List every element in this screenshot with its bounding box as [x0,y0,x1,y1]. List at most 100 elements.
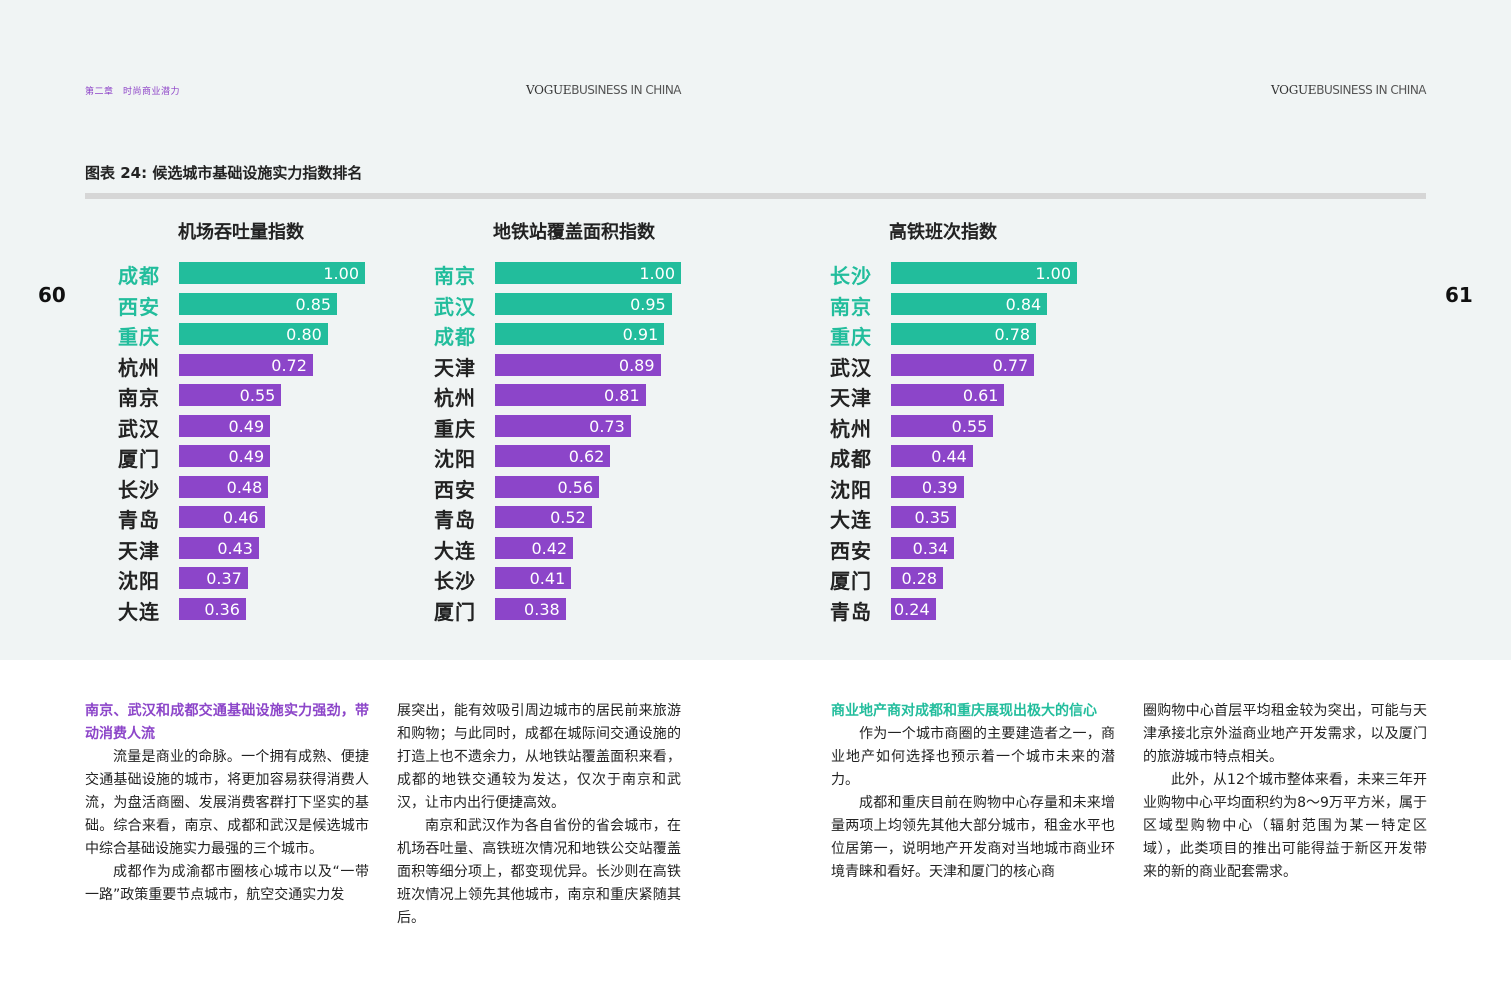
data-label: 0.56 [557,477,594,497]
category-label: 沈阳 [118,569,160,593]
text-column-4: 圈购物中心首层平均租金较为突出，可能与天津承接北京外溢商业地产开发需求，以及厦门… [1143,700,1427,884]
paragraph: 圈购物中心首层平均租金较为突出，可能与天津承接北京外溢商业地产开发需求，以及厦门… [1143,703,1427,765]
page-number-right: 61 [1445,283,1473,307]
chart-title: 地铁站覆盖面积指数 [493,222,655,243]
data-label: 0.72 [271,355,307,375]
data-label: 0.43 [217,538,253,558]
bar: 0.35 [891,506,957,528]
bar: 0.36 [179,597,246,620]
data-label: 0.81 [604,386,640,405]
paragraph: 流量是商业的命脉。一个拥有成熟、便捷交通基础设施的城市，将更加容易获得消费人流，… [85,749,369,857]
category-label: 大连 [830,508,872,532]
bar: 0.77 [891,353,1035,376]
bar: 0.78 [891,323,1037,345]
data-label: 0.52 [550,508,586,527]
chart-title: 机场吞吐量指数 [178,222,304,243]
bar: 0.38 [495,597,566,620]
category-label: 沈阳 [830,477,872,502]
data-label: 0.91 [622,325,659,344]
data-label: 0.78 [994,325,1031,344]
data-label: 0.49 [228,447,265,466]
category-label: 南京 [830,294,872,319]
category-label: 成都 [434,325,476,349]
data-label: 0.34 [912,538,949,558]
bar: 0.85 [179,292,338,315]
data-label: 0.55 [951,416,988,436]
category-label: 天津 [118,538,160,563]
data-label: 1.00 [639,264,675,283]
category-label: 天津 [830,386,872,410]
bar: 0.89 [495,353,661,376]
paragraph: 成都作为成渝都市圈核心城市以及“一带一路”政策重要节点城市，航空交通实力发 [85,864,369,903]
data-label: 0.77 [992,355,1029,375]
bar: 0.55 [179,384,282,406]
category-label: 武汉 [830,355,872,380]
data-label: 0.55 [239,386,276,405]
bar: 0.84 [891,292,1048,315]
paragraph: 展突出，能有效吸引周边城市的居民前来旅游和购物；与此同时，成都在城际间交通设施的… [397,703,681,811]
data-label: 0.24 [894,599,930,619]
bar: 0.62 [495,445,611,467]
brand-light: BUSINESS IN CHINA [1316,83,1427,97]
category-label: 成都 [830,447,872,471]
data-label: 0.42 [531,538,568,558]
bar: 1.00 [495,262,681,284]
data-label: 0.73 [589,416,625,436]
brand-light: BUSINESS IN CHINA [571,83,682,97]
section-heading: 商业地产商对成都和重庆展现出极大的信心 [831,703,1097,719]
brand-bold: VOGUE [526,83,572,97]
bar: 0.44 [891,445,973,467]
category-label: 长沙 [118,477,160,502]
bar: 0.49 [179,414,271,437]
category-label: 大连 [434,538,476,563]
category-label: 南京 [434,264,476,288]
bar: 0.72 [179,353,313,376]
bar: 0.48 [179,475,269,498]
bar: 0.56 [495,475,600,498]
category-label: 杭州 [830,416,872,441]
data-label: 0.44 [931,447,967,466]
paragraph: 南京和武汉作为各自省份的省会城市，在机场吞吐量、高铁班次情况和地铁公交站覆盖面积… [397,818,681,926]
data-label: 0.46 [222,508,259,527]
bar: 0.61 [891,384,1005,406]
text-column-2: 展突出，能有效吸引周边城市的居民前来旅游和购物；与此同时，成都在城际间交通设施的… [397,700,681,930]
bar: 0.43 [179,536,259,559]
brand-logo-left: VOGUEBUSINESS IN CHINA [526,83,682,97]
bar: 0.81 [495,384,646,406]
bar: 0.52 [495,506,592,528]
category-label: 杭州 [434,386,476,410]
data-label: 0.95 [630,294,666,314]
category-label: 武汉 [118,416,160,441]
paragraph: 此外，从12个城市整体来看，未来三年开业购物中心平均面积约为8～9万平方米，属于… [1143,772,1427,880]
bar: 1.00 [891,262,1077,284]
category-label: 青岛 [830,599,872,624]
bar: 0.37 [179,567,248,589]
category-label: 沈阳 [434,447,476,471]
data-label: 0.48 [226,477,263,497]
category-label: 长沙 [830,264,872,288]
category-label: 厦门 [118,447,160,471]
bar: 0.39 [891,475,964,498]
data-label: 0.89 [618,355,655,375]
bar: 0.41 [495,567,572,589]
bar: 0.46 [179,506,265,528]
data-label: 0.61 [962,386,999,405]
data-label: 0.39 [921,477,958,497]
category-label: 重庆 [434,416,476,441]
chart-title: 高铁班次指数 [889,222,997,243]
bar: 0.73 [495,414,631,437]
category-label: 杭州 [118,355,160,380]
data-label: 0.28 [901,569,938,588]
bar: 0.55 [891,414,994,437]
category-label: 厦门 [434,599,476,624]
data-label: 0.36 [204,599,240,619]
data-label: 0.38 [524,599,560,619]
data-label: 0.37 [206,569,242,588]
title-divider [85,193,1426,199]
data-label: 0.84 [1005,294,1042,314]
bar: 0.80 [179,323,328,345]
brand-bold: VOGUE [1271,83,1317,97]
bar: 0.91 [495,323,665,345]
brand-logo-right: VOGUEBUSINESS IN CHINA [1271,83,1427,97]
bar: 0.49 [179,445,271,467]
